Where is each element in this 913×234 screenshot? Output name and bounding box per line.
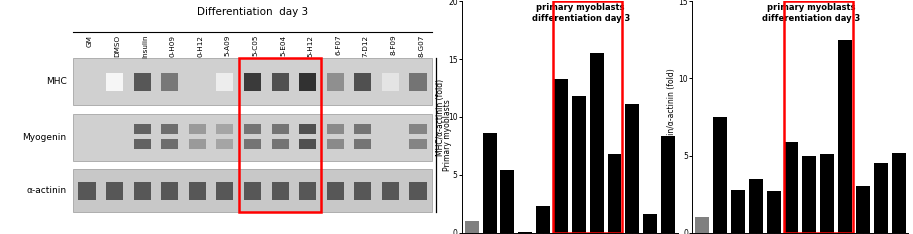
- Bar: [216, 139, 234, 149]
- Bar: [133, 182, 151, 200]
- Text: 7-D12: 7-D12: [362, 35, 369, 57]
- Bar: [409, 182, 426, 200]
- Bar: [73, 169, 432, 212]
- Text: 5-E04: 5-E04: [280, 35, 286, 56]
- Bar: [327, 182, 344, 200]
- Bar: [483, 133, 497, 233]
- Text: 0-H12: 0-H12: [197, 35, 204, 57]
- Bar: [856, 186, 870, 233]
- Bar: [354, 139, 372, 149]
- Bar: [133, 124, 151, 134]
- Bar: [327, 73, 344, 91]
- Bar: [354, 124, 372, 134]
- Text: Differentiation  day 3: Differentiation day 3: [197, 7, 308, 17]
- Bar: [106, 73, 123, 91]
- Bar: [696, 217, 709, 233]
- Bar: [327, 139, 344, 149]
- Y-axis label: MHC/α-actinin (fold): MHC/α-actinin (fold): [436, 78, 446, 156]
- Bar: [299, 139, 316, 149]
- Bar: [244, 73, 261, 91]
- Bar: [409, 73, 426, 91]
- Bar: [244, 182, 261, 200]
- Bar: [271, 182, 289, 200]
- Bar: [607, 154, 622, 233]
- Bar: [500, 170, 514, 233]
- Bar: [554, 79, 568, 233]
- Bar: [299, 73, 316, 91]
- Text: Insulin: Insulin: [142, 35, 148, 58]
- Y-axis label: Myogenin/α-actinin (fold): Myogenin/α-actinin (fold): [666, 69, 676, 165]
- Bar: [162, 182, 178, 200]
- Bar: [73, 113, 432, 161]
- Bar: [299, 124, 316, 134]
- Text: 0-H09: 0-H09: [170, 35, 175, 57]
- Bar: [244, 124, 261, 134]
- Text: 5-A09: 5-A09: [225, 35, 231, 56]
- Bar: [73, 58, 432, 105]
- Bar: [133, 139, 151, 149]
- Text: primary myoblasts
differentiation day 3: primary myoblasts differentiation day 3: [762, 4, 860, 23]
- Bar: [354, 182, 372, 200]
- Text: 5-C05: 5-C05: [253, 35, 258, 56]
- Bar: [661, 135, 675, 233]
- Text: primary myoblasts
differentiation day 3: primary myoblasts differentiation day 3: [531, 4, 630, 23]
- Bar: [216, 182, 234, 200]
- Bar: [133, 73, 151, 91]
- Bar: [271, 124, 289, 134]
- Bar: [783, 1, 853, 233]
- Bar: [625, 104, 639, 233]
- Text: α-actinin: α-actinin: [26, 186, 67, 195]
- Bar: [803, 156, 816, 233]
- Text: 5-H12: 5-H12: [308, 35, 314, 57]
- Bar: [271, 139, 289, 149]
- Bar: [820, 154, 834, 233]
- Bar: [189, 182, 206, 200]
- Bar: [79, 182, 96, 200]
- Bar: [874, 163, 887, 233]
- Bar: [189, 124, 206, 134]
- Bar: [216, 124, 234, 134]
- Bar: [189, 139, 206, 149]
- Bar: [354, 73, 372, 91]
- Bar: [749, 179, 762, 233]
- Bar: [465, 221, 478, 233]
- Bar: [519, 232, 532, 233]
- Bar: [409, 124, 426, 134]
- Bar: [572, 96, 586, 233]
- Bar: [244, 139, 261, 149]
- Bar: [731, 190, 745, 233]
- Bar: [162, 73, 178, 91]
- Bar: [162, 124, 178, 134]
- Text: MHC: MHC: [46, 77, 67, 86]
- Bar: [644, 214, 657, 233]
- Text: 8-F09: 8-F09: [391, 35, 396, 55]
- Bar: [216, 73, 234, 91]
- Bar: [162, 139, 178, 149]
- Bar: [409, 139, 426, 149]
- Bar: [327, 124, 344, 134]
- Text: 8-G07: 8-G07: [418, 35, 424, 57]
- Text: Primary myoblasts: Primary myoblasts: [443, 99, 452, 171]
- Bar: [892, 153, 906, 233]
- Bar: [838, 40, 852, 233]
- Bar: [784, 142, 799, 233]
- Bar: [767, 191, 781, 233]
- Text: DMSO: DMSO: [114, 35, 121, 57]
- Text: Myogenin: Myogenin: [23, 133, 67, 142]
- Bar: [271, 73, 289, 91]
- Bar: [238, 58, 321, 212]
- Bar: [713, 117, 727, 233]
- Bar: [536, 206, 550, 233]
- Bar: [382, 73, 399, 91]
- Bar: [553, 1, 623, 233]
- Text: GM: GM: [87, 35, 93, 47]
- Bar: [590, 53, 603, 233]
- Text: 6-F07: 6-F07: [335, 35, 341, 55]
- Bar: [299, 182, 316, 200]
- Bar: [382, 182, 399, 200]
- Bar: [106, 182, 123, 200]
